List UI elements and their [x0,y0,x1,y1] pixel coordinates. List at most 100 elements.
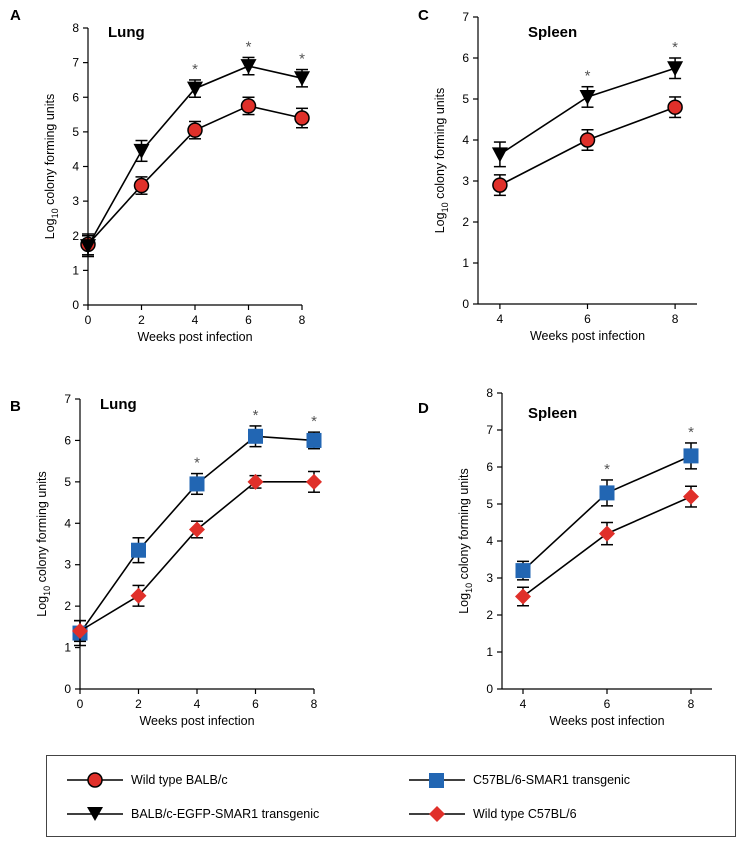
x-axis-label: Weeks post infection [139,714,254,728]
chart-panel-a: A Lung 0 1 2 3 4 5 6 7 8 0 2 4 6 8 Weeks post infection L… [10,7,310,344]
panel-label: A [10,7,21,24]
data-point-square [189,476,205,492]
data-point-circle [294,110,310,126]
y-tick-label: 5 [462,92,469,106]
y-axis-label: Log10 colony forming units [433,88,450,234]
data-point-triangle [667,61,684,77]
chart-panel-b: B Lung 0 1 2 3 4 5 6 7 0 2 4 6 8 Weeks post infection Lo… [10,392,322,728]
data-point-diamond [130,587,147,604]
data-point-triangle [240,59,257,75]
panel-title: Lung [100,396,137,413]
y-tick-label: 6 [462,51,469,65]
y-tick-label: 0 [72,298,79,312]
significance-mark: * [311,413,317,430]
x-tick-label: 2 [138,313,145,327]
data-point-diamond [189,521,205,538]
y-axis-label-part: Log [433,212,447,233]
y-tick-label: 0 [486,682,493,696]
data-point-triangle [187,81,203,97]
y-tick-label: 1 [462,256,469,270]
y-tick-label: 3 [72,194,79,208]
panel-title: Spleen [528,24,577,41]
series-square [515,442,699,581]
y-axis-label-part: colony forming units [35,471,49,586]
x-tick-label: 8 [688,697,695,711]
legend: Wild type BALB/c C57BL/6-SMAR1 transgeni… [46,755,736,837]
chart-panel-d: D Spleen 0 1 2 3 4 5 6 7 8 4 6 8 Weeks post infection L… [418,386,712,728]
y-tick-label: 4 [486,534,493,548]
y-tick-label: 3 [64,558,71,572]
y-tick-label: 2 [486,608,493,622]
x-tick-label: 8 [672,312,679,326]
y-tick-label: 2 [72,229,79,243]
data-point-square [306,432,322,448]
y-tick-label: 7 [462,10,469,24]
legend-item-balbc-egfp-smar1: BALB/c-EGFP-SMAR1 transgenic [65,804,319,824]
y-tick-label: 8 [72,21,79,35]
y-tick-label: 3 [486,571,493,585]
y-axis-label: Log10 colony forming units [457,468,474,614]
y-tick-label: 1 [64,641,71,655]
y-axis-label-subscript: 10 [440,202,450,212]
legend-label: Wild type BALB/c [131,773,228,787]
series-triangle-down [491,57,684,168]
significance-mark: * [194,455,200,472]
data-point-diamond [683,488,699,505]
y-tick-label: 7 [72,56,79,70]
y-tick-label: 1 [486,645,493,659]
x-axis-label: Weeks post infection [137,330,252,344]
y-tick-label: 4 [72,160,79,174]
data-point-triangle [491,147,508,163]
y-tick-label: 6 [486,460,493,474]
data-point-triangle [80,239,96,255]
x-tick-label: 0 [77,697,84,711]
y-tick-label: 5 [72,125,79,139]
x-tick-label: 6 [584,312,591,326]
data-point-circle [579,132,596,148]
significance-mark: * [192,61,198,78]
x-axis-label: Weeks post infection [530,329,645,343]
y-axis-label: Log10 colony forming units [43,94,60,240]
data-point-square [515,563,531,579]
x-tick-label: 0 [85,313,92,327]
series-circle [492,96,683,197]
x-tick-label: 4 [192,313,199,327]
y-tick-label: 8 [486,386,493,400]
data-point-diamond [247,473,264,490]
series-triangle-down [80,56,310,258]
panel-title: Spleen [528,405,577,422]
y-tick-label: 3 [462,174,469,188]
x-tick-label: 4 [520,697,527,711]
y-tick-label: 5 [64,475,71,489]
y-axis-label: Log10 colony forming units [35,471,52,617]
y-tick-label: 5 [486,497,493,511]
data-point-diamond [306,473,322,490]
y-axis-label-part: colony forming units [43,94,57,209]
y-axis-label-part: Log [35,596,49,617]
panel-label: D [418,400,429,417]
significance-mark: * [246,38,252,55]
data-point-circle [492,177,508,193]
y-tick-label: 6 [72,90,79,104]
series-diamond [515,485,699,607]
legend-label: Wild type C57BL/6 [473,807,577,821]
series-line [79,481,314,632]
significance-mark: * [672,39,678,56]
series-circle [80,96,310,256]
significance-mark: * [253,407,259,424]
data-point-square [683,448,699,464]
data-point-circle [133,177,150,194]
x-tick-label: 8 [311,697,318,711]
legend-marker-circle [67,772,123,788]
legend-item-wild-type-balbc: Wild type BALB/c [65,770,228,790]
legend-label: BALB/c-EGFP-SMAR1 transgenic [131,807,320,821]
y-tick-label: 2 [462,215,469,229]
data-point-triangle [294,71,310,87]
legend-marker-triangle [67,807,123,821]
x-tick-label: 4 [194,697,201,711]
y-tick-label: 0 [462,297,469,311]
y-tick-label: 4 [64,516,71,530]
y-axis-label-subscript: 10 [50,208,60,218]
data-point-triangle [579,89,596,105]
